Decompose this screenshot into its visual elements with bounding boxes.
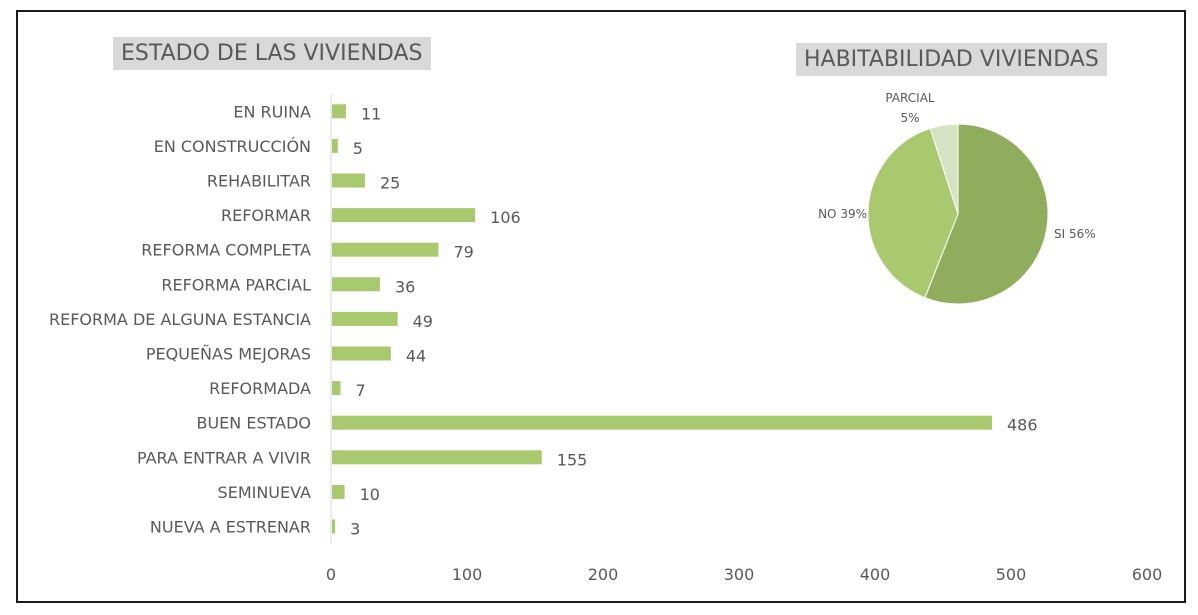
- x-tick-label: 500: [996, 565, 1027, 584]
- category-label: NUEVA A ESTRENAR: [150, 518, 311, 537]
- category-label: BUEN ESTADO: [196, 414, 311, 433]
- bar: [332, 519, 336, 534]
- category-label: SEMINUEVA: [218, 483, 312, 502]
- data-label: 25: [380, 174, 400, 193]
- category-label: REFORMAR: [221, 206, 311, 225]
- data-label: 36: [395, 277, 415, 296]
- data-label: 49: [413, 312, 433, 331]
- bar: [332, 450, 542, 465]
- pie-label-parcial-percent: 5%: [900, 111, 919, 125]
- bar: [332, 277, 380, 292]
- data-label: 11: [361, 104, 381, 123]
- pie-label-no: NO 39%: [818, 207, 867, 221]
- bar: [332, 311, 398, 326]
- bar: [332, 173, 365, 188]
- bar: [332, 104, 346, 119]
- bar: [332, 484, 345, 499]
- pie-slice-no: [867, 127, 959, 299]
- x-tick-label: 600: [1132, 565, 1163, 584]
- bar: [332, 415, 992, 430]
- x-tick-label: 100: [452, 565, 483, 584]
- pie-label-si: SI 56%: [1054, 227, 1096, 241]
- category-label: REFORMA COMPLETA: [141, 241, 311, 260]
- x-tick-label: 200: [588, 565, 619, 584]
- bar: [332, 242, 439, 257]
- category-label: PARA ENTRAR A VIVIR: [137, 448, 311, 467]
- data-label: 7: [356, 381, 366, 400]
- bar: [332, 208, 476, 223]
- data-label: 155: [557, 450, 588, 469]
- chart-frame: [16, 10, 1186, 603]
- data-label: 44: [406, 347, 426, 366]
- pie-slice-si: [924, 123, 1049, 305]
- data-label: 106: [490, 208, 521, 227]
- bar-chart-title: ESTADO DE LAS VIVIENDAS: [113, 37, 431, 70]
- pie-chart-title: HABITABILIDAD VIVIENDAS: [796, 43, 1107, 76]
- bar: [332, 138, 338, 153]
- category-label: REHABILITAR: [207, 172, 311, 191]
- x-tick-label: 400: [860, 565, 891, 584]
- data-label: 10: [360, 485, 380, 504]
- bar: [332, 346, 391, 361]
- x-tick-label: 300: [724, 565, 755, 584]
- category-label: EN RUINA: [233, 102, 311, 121]
- category-label: REFORMA DE ALGUNA ESTANCIA: [49, 310, 311, 329]
- pie-slice-parcial: [929, 123, 959, 215]
- x-tick-label: 0: [326, 565, 336, 584]
- data-label: 3: [350, 520, 360, 539]
- category-label: REFORMADA: [209, 379, 311, 398]
- data-label: 486: [1007, 416, 1038, 435]
- category-label: PEQUEÑAS MEJORAS: [146, 345, 311, 364]
- category-label: EN CONSTRUCCIÓN: [154, 137, 311, 156]
- data-label: 5: [353, 139, 363, 158]
- pie-label-parcial: PARCIAL: [885, 91, 935, 105]
- category-label: REFORMA PARCIAL: [161, 275, 311, 294]
- bar: [332, 381, 341, 396]
- data-label: 79: [453, 243, 473, 262]
